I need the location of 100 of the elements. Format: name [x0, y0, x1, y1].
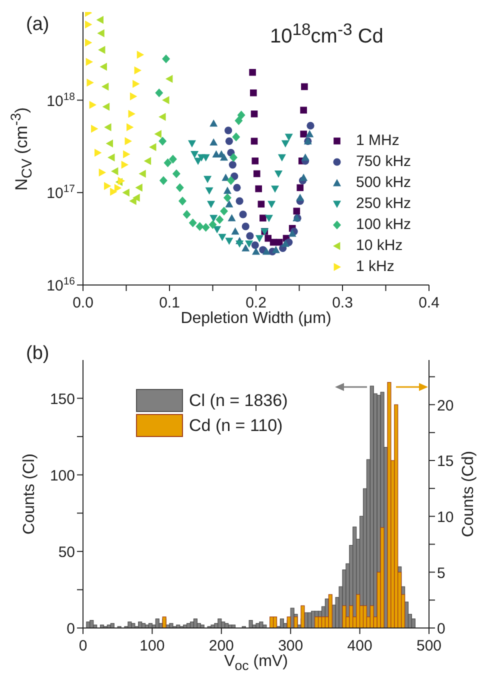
y2-tick-label: 5: [437, 564, 446, 582]
point: [178, 196, 186, 206]
chart-title: (a): [26, 14, 50, 36]
point: [250, 89, 257, 96]
point: [225, 238, 234, 245]
x-tick-label: 200: [208, 637, 234, 654]
point: [202, 154, 210, 162]
point: [276, 238, 283, 246]
point: [188, 218, 197, 228]
legend-label: Cd (n = 110): [189, 416, 283, 436]
point: [252, 158, 259, 164]
point: [250, 110, 258, 118]
y-tick-label: 0: [66, 620, 75, 638]
x-axis-title: Depletion Width (μm): [180, 310, 332, 328]
point: [225, 200, 234, 208]
point: [300, 130, 307, 138]
point: [138, 170, 146, 178]
point: [132, 80, 140, 88]
point: [268, 200, 276, 208]
point: [264, 234, 272, 242]
point: [274, 170, 282, 178]
point: [84, 20, 92, 28]
point: [210, 214, 218, 222]
y-axis-title: Counts (Cl): [21, 454, 39, 534]
point: [205, 187, 214, 195]
point: [124, 137, 132, 146]
point: [300, 174, 308, 181]
x-tick-label: 0: [78, 637, 88, 654]
point: [230, 153, 238, 162]
point: [236, 197, 244, 205]
point: [84, 38, 92, 47]
y-tick-label: 150: [50, 390, 75, 408]
point: [228, 160, 236, 169]
legend-label: 1 kHz: [356, 258, 394, 275]
x-axis-title: V$_{oc}$ (mV): [223, 653, 289, 674]
point: [278, 154, 286, 162]
point: [89, 100, 97, 109]
point: [246, 232, 254, 240]
point: [237, 110, 246, 120]
point: [272, 246, 280, 254]
legend-label: 250 kHz: [356, 195, 412, 212]
point: [220, 153, 228, 161]
y-tick-label: 10$^{18}$: [46, 90, 76, 110]
point: [231, 227, 240, 235]
x-tick-label: 300: [278, 637, 304, 654]
point: [202, 223, 210, 232]
point: [106, 139, 114, 148]
point: [121, 160, 129, 169]
y-tick-label: 10$^{17}$: [46, 183, 76, 202]
point: [144, 156, 152, 165]
point: [122, 188, 130, 197]
point: [260, 214, 266, 222]
point: [196, 222, 204, 231]
point: [168, 154, 177, 164]
point: [242, 244, 250, 252]
point: [91, 124, 98, 133]
point: [149, 143, 156, 152]
point: [224, 126, 232, 134]
x-tick-label: 100: [140, 637, 165, 654]
point: [130, 92, 138, 100]
x-tick-label: 0.2: [246, 294, 266, 312]
point: [94, 148, 102, 157]
point: [135, 184, 142, 192]
y-tick-label: 10$^{16}$: [46, 276, 76, 295]
point: [208, 220, 217, 230]
annotation: 10$^{18}$cm$^{-3}$ Cd: [270, 20, 384, 49]
legend-label: 1 MHz: [356, 132, 400, 149]
point: [213, 226, 222, 234]
y-tick-label: 100: [50, 467, 75, 484]
y2-tick-label: 15: [437, 453, 454, 470]
point: [182, 210, 191, 219]
point: [233, 184, 241, 192]
point: [223, 186, 232, 194]
point: [188, 140, 196, 148]
legend-label: Cl (n = 1836): [189, 390, 288, 410]
x-tick-label: 0.1: [159, 294, 180, 312]
y2-tick-label: 0: [437, 620, 446, 638]
legend-label: 10 kHz: [356, 237, 403, 254]
point: [242, 222, 250, 230]
point: [300, 106, 307, 114]
point: [164, 158, 172, 168]
x-tick-label: 0.4: [418, 294, 440, 312]
point: [223, 193, 232, 202]
point: [210, 119, 218, 127]
point: [262, 248, 270, 255]
point: [226, 176, 235, 185]
y2-tick-label: 20: [437, 397, 454, 414]
point: [255, 235, 264, 242]
point: [296, 194, 304, 201]
point: [172, 169, 180, 178]
point: [220, 206, 228, 216]
point: [293, 208, 300, 215]
point: [284, 134, 293, 141]
point: [232, 132, 240, 142]
point: [207, 200, 216, 208]
y-tick-label: 50: [58, 544, 75, 562]
point: [225, 137, 233, 145]
point: [245, 240, 254, 248]
point: [281, 240, 290, 247]
point: [104, 182, 112, 190]
